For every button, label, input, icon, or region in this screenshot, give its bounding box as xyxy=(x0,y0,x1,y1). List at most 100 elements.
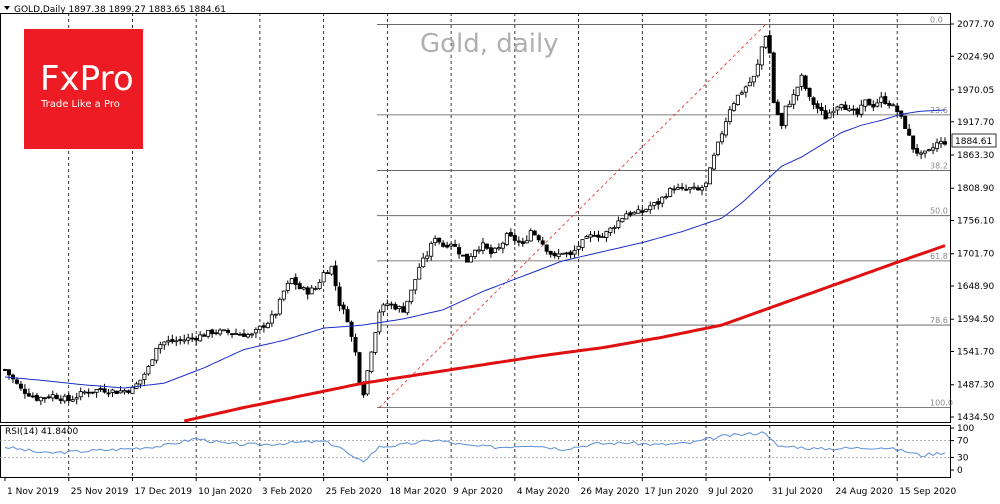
candle-body xyxy=(520,241,525,244)
candle-body xyxy=(401,306,406,313)
symbol-ohlc-header: GOLD,Daily 1897.38 1899.27 1883.65 1884.… xyxy=(14,5,226,15)
candle-body xyxy=(787,103,792,108)
candle-body xyxy=(835,106,840,111)
candle-body xyxy=(592,235,597,237)
candle-body xyxy=(353,336,358,353)
candle-body xyxy=(389,303,394,306)
candle-body xyxy=(6,369,11,376)
candle-body xyxy=(146,366,151,375)
candle-body xyxy=(30,395,35,398)
candle-body xyxy=(624,213,629,220)
candle-body xyxy=(114,390,119,395)
candle-body xyxy=(10,374,15,380)
candle-body xyxy=(74,397,79,400)
candle-body xyxy=(106,392,111,395)
candle-body xyxy=(676,187,681,190)
candle-body xyxy=(150,359,155,366)
candle-body xyxy=(154,347,159,361)
candle-body xyxy=(449,243,454,247)
x-tick-label: 4 May 2020 xyxy=(517,487,570,497)
candle-body xyxy=(126,390,131,393)
candle-body xyxy=(237,333,242,336)
y-tick-label: 1970.05 xyxy=(957,86,994,96)
candle-body xyxy=(680,187,685,189)
candle-body xyxy=(50,394,55,399)
logo-brand: FxPro xyxy=(40,59,134,99)
candle-body xyxy=(86,391,91,394)
candle-body xyxy=(891,104,896,107)
candle-body xyxy=(923,150,928,154)
y-tick-label: 1648.90 xyxy=(957,282,994,292)
symbol-dropdown-icon[interactable] xyxy=(4,6,10,10)
price-tag-label: 1884.61 xyxy=(955,137,992,147)
candle-body xyxy=(572,249,577,255)
candle-body xyxy=(3,369,8,371)
candle-body xyxy=(508,232,513,237)
candle-body xyxy=(138,379,143,385)
x-tick-label: 25 Feb 2020 xyxy=(326,487,382,497)
candle-body xyxy=(851,108,856,111)
candle-body xyxy=(381,304,386,313)
candle-body xyxy=(879,96,884,103)
candle-body xyxy=(329,265,334,275)
y-tick-label: 1487.30 xyxy=(957,381,994,391)
candle-body xyxy=(261,325,266,328)
rsi-tick-label: 100 xyxy=(957,424,974,434)
candle-body xyxy=(767,35,772,54)
candle-body xyxy=(488,247,493,254)
y-tick-label: 1863.30 xyxy=(957,151,994,161)
candle-body xyxy=(775,101,780,115)
candle-body xyxy=(636,209,641,214)
y-tick-label: 1808.90 xyxy=(957,184,994,194)
fxpro-logo: FxPro Trade Like a Pro xyxy=(24,29,143,149)
candle-body xyxy=(708,167,713,185)
candle-body xyxy=(903,115,908,129)
candle-body xyxy=(660,196,665,204)
candle-body xyxy=(186,337,191,341)
candle-body xyxy=(524,240,529,244)
candle-body xyxy=(437,237,442,243)
candle-body xyxy=(799,74,804,87)
candle-body xyxy=(70,399,75,402)
candle-body xyxy=(919,152,924,155)
candle-body xyxy=(465,253,470,263)
price-panel-border xyxy=(0,13,951,423)
candle-body xyxy=(863,99,868,107)
x-tick-label: 3 Feb 2020 xyxy=(262,487,313,497)
candle-body xyxy=(98,388,103,390)
candle-body xyxy=(94,389,99,393)
candle-body xyxy=(604,230,609,238)
candle-body xyxy=(656,201,661,205)
candle-body xyxy=(584,236,589,239)
candle-body xyxy=(628,212,633,216)
candle-body xyxy=(911,135,916,150)
candle-body xyxy=(214,332,219,335)
candle-body xyxy=(345,309,350,323)
candle-body xyxy=(202,334,207,337)
candle-body xyxy=(234,333,239,335)
candle-body xyxy=(731,103,736,111)
rsi-label: RSI(14) 41.8400 xyxy=(5,427,78,437)
candle-body xyxy=(612,227,617,229)
candle-body xyxy=(206,329,211,337)
candle-body xyxy=(429,242,434,257)
candle-body xyxy=(265,322,270,329)
candle-body xyxy=(22,388,27,394)
candle-body xyxy=(453,243,458,247)
y-tick-label: 1917.70 xyxy=(957,118,994,128)
candle-body xyxy=(548,250,553,255)
candle-body xyxy=(218,329,223,335)
candle-body xyxy=(273,313,278,316)
time-axis: 1 Nov 2019 25 Nov 2019 17 Dec 2019 10 Jan 2… xyxy=(4,477,957,497)
candle-body xyxy=(755,63,760,77)
candle-body xyxy=(472,249,477,257)
candle-body xyxy=(46,396,51,399)
candle-body xyxy=(82,391,87,394)
candle-body xyxy=(500,242,505,249)
x-tick-label: 25 Nov 2019 xyxy=(71,487,129,497)
candle-body xyxy=(357,352,362,384)
candle-body xyxy=(313,288,318,291)
